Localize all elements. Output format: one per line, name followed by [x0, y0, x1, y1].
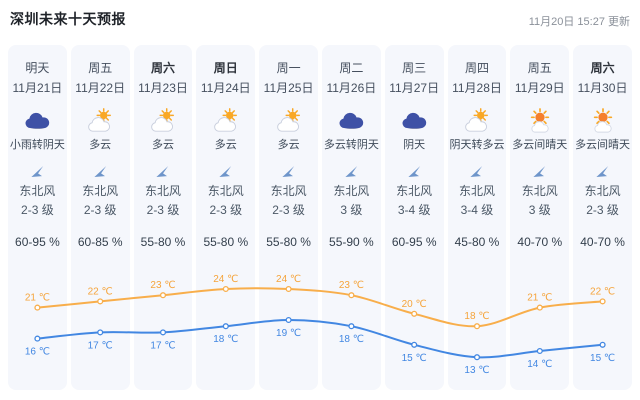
wind-direction-icon: [134, 163, 193, 179]
day-date-label: 11月24日: [200, 81, 251, 95]
wind-level-label: 2-3 级: [272, 203, 305, 217]
header: 深圳未来十天预报 11月20日 15:27 更新: [0, 0, 640, 29]
wind-direction-icon: [196, 163, 255, 179]
weather-condition-label: 多云: [277, 139, 300, 151]
humidity-label: 60-95 %: [15, 235, 60, 249]
weather-condition-label: 多云: [89, 139, 112, 151]
wind-direction-label: 东北风: [207, 184, 244, 198]
day-date-label: 11月29日: [514, 81, 565, 95]
humidity-label: 55-80 %: [140, 235, 186, 249]
day-forecast-card-3[interactable]: 周六 11月23日 多云 东北风 2-3 级 55-80 %: [133, 45, 193, 390]
wind-level-label: 2-3 级: [586, 203, 619, 217]
humidity-label: 40-70 %: [580, 235, 625, 249]
day-forecast-card-7[interactable]: 周三 11月27日 阴天 东北风 3-4 级 60-95 %: [384, 45, 444, 390]
day-name-label: 明天: [25, 61, 50, 75]
wind-direction-icon: [71, 163, 130, 179]
humidity-label: 60-95 %: [391, 235, 437, 249]
page-title: 深圳未来十天预报: [10, 11, 126, 27]
overcast-icon: [322, 106, 381, 136]
day-forecast-card-9[interactable]: 周五 11月29日 多云间晴天 东北风 3 级 40-70 %: [510, 45, 570, 390]
wind-direction-icon: [448, 163, 507, 179]
overcast-icon: [8, 106, 67, 136]
day-date-label: 11月23日: [138, 81, 188, 95]
wind-level-label: 2-3 级: [146, 203, 180, 217]
day-name-label: 周五: [88, 61, 113, 75]
wind-direction-icon: [573, 163, 632, 179]
updated-timestamp: 11月20日 15:27 更新: [528, 16, 630, 28]
humidity-label: 55-80 %: [203, 235, 249, 249]
weather-condition-label: 多云间晴天: [575, 139, 631, 151]
day-name-label: 周二: [339, 61, 364, 75]
weather-condition-label: 多云: [214, 139, 237, 151]
wind-direction-label: 东北风: [144, 184, 181, 198]
wind-level-label: 2-3 级: [83, 203, 117, 217]
humidity-label: 55-80 %: [266, 235, 311, 249]
day-forecast-card-1[interactable]: 明天 11月21日 小雨转阴天 东北风 2-3 级 60-95 %: [8, 45, 67, 390]
day-forecast-card-6[interactable]: 周二 11月26日 多云转阴天 东北风 3 级 55-90 %: [321, 45, 381, 390]
wind-direction-icon: [510, 163, 569, 179]
wind-direction-label: 东北风: [584, 184, 621, 198]
wind-level-label: 2-3 级: [21, 203, 54, 217]
partly-cloudy-icon: [134, 106, 193, 136]
day-date-label: 11月25日: [263, 81, 314, 95]
overcast-icon: [385, 106, 444, 136]
day-date-label: 11月21日: [12, 81, 63, 95]
day-name-label: 周五: [527, 61, 552, 75]
partly-cloudy-icon: [259, 106, 318, 136]
day-date-label: 11月22日: [75, 81, 126, 95]
day-forecast-card-5[interactable]: 周一 11月25日 多云 东北风 2-3 级 55-80 %: [259, 45, 318, 390]
humidity-label: 60-85 %: [77, 235, 123, 249]
day-name-label: 周一: [276, 61, 301, 75]
weather-condition-label: 小雨转阴天: [9, 139, 65, 151]
day-date-label: 11月28日: [452, 81, 502, 95]
wind-direction-label: 东北风: [333, 184, 370, 198]
day-forecast-card-8[interactable]: 周四 11月28日 阴天转多云 东北风 3-4 级 45-80 %: [447, 45, 507, 390]
day-name-label: 周六: [590, 61, 615, 75]
partly-cloudy-icon: [71, 106, 130, 136]
humidity-label: 45-80 %: [454, 235, 500, 249]
day-forecast-card-10[interactable]: 周六 11月30日 多云间晴天 东北风 2-3 级 40-70 %: [573, 45, 632, 390]
wind-direction-icon: [385, 163, 444, 179]
wind-direction-icon: [322, 163, 381, 179]
wind-direction-label: 东北风: [270, 184, 307, 198]
humidity-label: 40-70 %: [517, 235, 563, 249]
wind-direction-label: 东北风: [458, 184, 495, 198]
weather-condition-label: 多云转阴天: [323, 139, 379, 151]
partly-cloudy-icon: [196, 106, 255, 136]
wind-direction-label: 东北风: [521, 184, 558, 198]
day-date-label: 11月30日: [577, 81, 628, 95]
weather-condition-label: 阴天: [403, 139, 426, 151]
wind-direction-label: 东北风: [19, 184, 56, 198]
forecast-board: 明天 11月21日 小雨转阴天 东北风 2-3 级 60-95 % 周五 11月…: [8, 45, 632, 390]
day-forecast-card-2[interactable]: 周五 11月22日 多云 东北风 2-3 级 60-85 %: [70, 45, 130, 390]
weather-condition-label: 多云间晴天: [512, 139, 568, 151]
day-forecast-card-4[interactable]: 周日 11月24日 多云 东北风 2-3 级 55-80 %: [196, 45, 256, 390]
humidity-label: 55-90 %: [329, 235, 374, 249]
wind-level-label: 3-4 级: [460, 203, 494, 217]
partly-cloudy-icon: [448, 106, 507, 136]
wind-level-label: 2-3 级: [209, 203, 243, 217]
day-name-label: 周四: [464, 61, 489, 75]
day-name-label: 周日: [213, 61, 238, 75]
day-name-label: 周六: [150, 61, 175, 75]
wind-level-label: 3 级: [528, 203, 551, 217]
weather-condition-label: 多云: [151, 139, 174, 151]
wind-direction-icon: [259, 163, 318, 179]
wind-direction-label: 东北风: [396, 184, 433, 198]
wind-direction-icon: [8, 163, 67, 179]
mostly-sunny-icon: [573, 106, 632, 136]
day-name-label: 周三: [402, 61, 427, 75]
day-date-label: 11月27日: [389, 81, 440, 95]
weather-condition-label: 阴天转多云: [449, 139, 505, 151]
mostly-sunny-icon: [510, 106, 569, 136]
wind-direction-label: 东北风: [82, 184, 119, 198]
day-date-label: 11月26日: [326, 81, 377, 95]
wind-level-label: 3-4 级: [397, 203, 431, 217]
wind-level-label: 3 级: [340, 203, 363, 217]
